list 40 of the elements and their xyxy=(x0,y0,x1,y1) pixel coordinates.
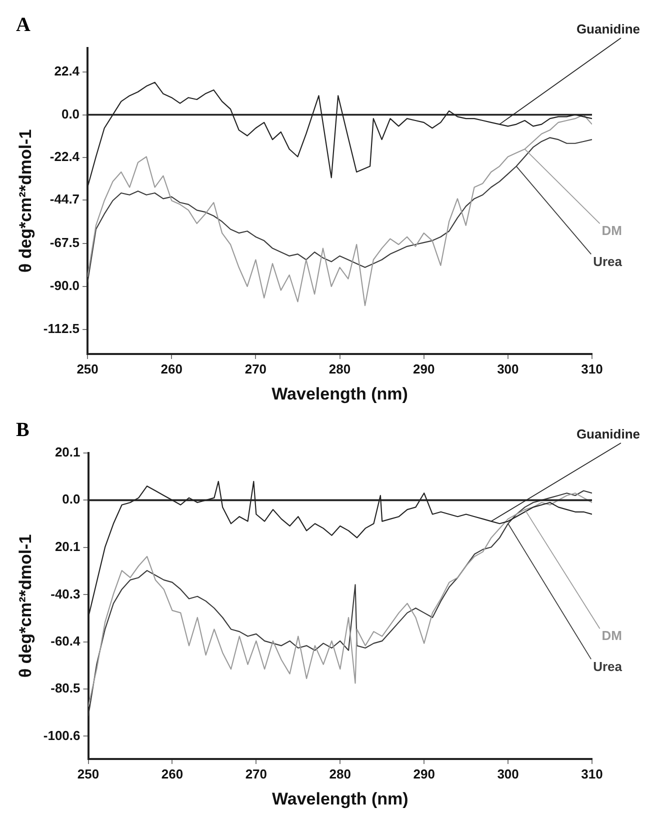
y-tick-label: -60.4 xyxy=(50,633,82,648)
y-tick-label: 22.4 xyxy=(54,64,80,79)
x-axis-title: Wavelength (nm) xyxy=(272,789,408,808)
x-tick-label: 300 xyxy=(497,766,519,782)
y-tick-label: -112.5 xyxy=(43,320,80,336)
y-tick-label: -67.5 xyxy=(50,235,80,250)
y-tick-label: -90.0 xyxy=(50,278,80,294)
x-tick-label: 250 xyxy=(77,766,100,782)
y-tick-label: -80.5 xyxy=(50,680,80,696)
x-tick-label: 290 xyxy=(412,361,435,376)
y-tick-label: -44.7 xyxy=(50,192,80,207)
text: DM xyxy=(602,223,622,238)
y-tick-label: 0.0 xyxy=(62,492,80,507)
x-axis-title: Wavelength (nm) xyxy=(272,384,408,404)
y-axis-title: θ deg*cm²*dmol-1 xyxy=(16,129,35,273)
chart-title: A xyxy=(16,14,31,36)
y-tick-label: -100.6 xyxy=(43,728,80,743)
y-axis-title: θ deg*cm²*dmol-1 xyxy=(16,534,35,678)
text: DM xyxy=(602,628,622,644)
y-tick-label: 20.1 xyxy=(54,444,80,460)
x-tick-label: 270 xyxy=(244,361,267,376)
x-tick-label: 290 xyxy=(413,766,435,782)
text: Guanidine xyxy=(576,426,640,442)
text: Urea xyxy=(593,254,623,269)
x-tick-label: 280 xyxy=(328,361,351,376)
x-tick-label: 280 xyxy=(329,766,351,782)
text: Urea xyxy=(593,658,623,674)
x-tick-label: 310 xyxy=(581,766,603,782)
x-tick-label: 270 xyxy=(245,766,268,782)
y-tick-label: 0.0 xyxy=(61,106,80,122)
x-tick-label: 260 xyxy=(160,361,182,376)
y-tick-label: 20.1 xyxy=(54,538,80,554)
chart-title: B xyxy=(16,419,30,442)
y-tick-label: -22.4 xyxy=(50,149,80,164)
x-tick-label: 260 xyxy=(161,766,184,782)
x-tick-label: 300 xyxy=(497,361,519,376)
x-tick-label: 310 xyxy=(581,361,603,376)
text: Guanidine xyxy=(576,22,640,37)
y-tick-label: -40.3 xyxy=(50,586,80,602)
x-tick-label: 250 xyxy=(76,361,98,376)
